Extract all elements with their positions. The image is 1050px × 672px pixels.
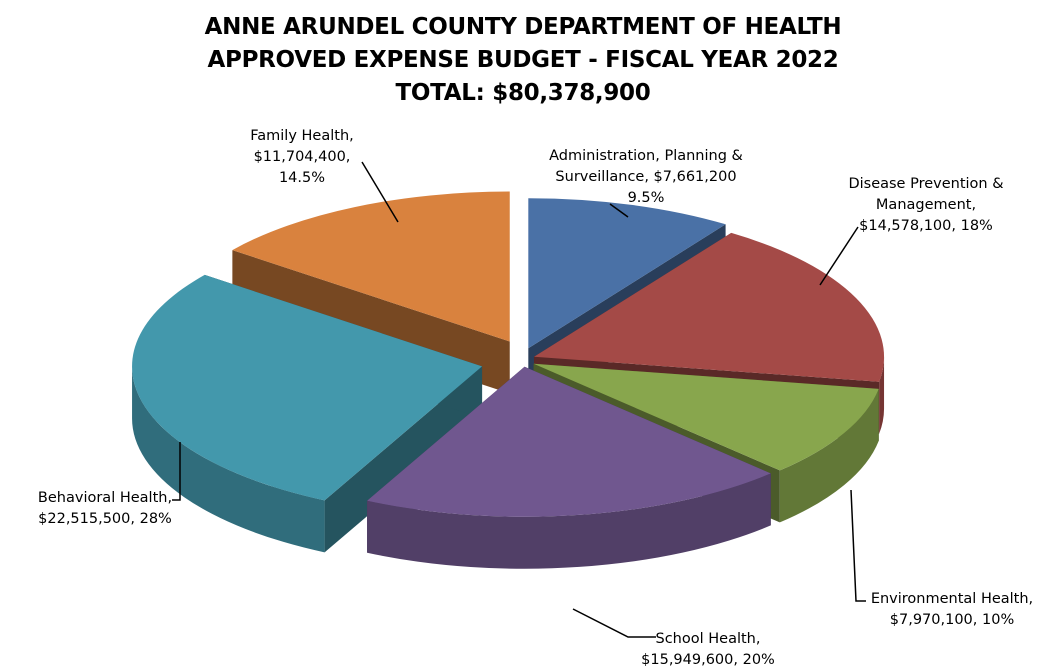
- slice-behavioral-health-cut-face-0: [324, 366, 483, 553]
- label-behavioral-health: Behavioral Health, $22,515,500, 28%: [38, 442, 181, 527]
- label-school-health-line-1: School Health,: [656, 631, 761, 647]
- slice-behavioral-health-top: [132, 274, 483, 501]
- leader-line-behavioral-health: [172, 442, 181, 501]
- leader-line-school-health: [572, 608, 656, 638]
- leader-line-environmental-health: [850, 489, 866, 602]
- label-behavioral-health-line-2: $22,515,500, 28%: [38, 511, 172, 527]
- pie-slices: [132, 191, 885, 569]
- label-administration-line-2: Surveillance, $7,661,200: [555, 169, 736, 185]
- slice-disease-prevention-wall-0: [879, 356, 885, 434]
- slice-behavioral-health-wall-0: [132, 366, 325, 553]
- chart-title-line-2: APPROVED EXPENSE BUDGET - FISCAL YEAR 20…: [208, 47, 839, 73]
- label-disease-prevention: Disease Prevention & Management, $14,578,1…: [819, 176, 1004, 286]
- slice-environmental-health-wall-0: [779, 388, 879, 523]
- label-school-health: School Health, $15,949,600, 20%: [572, 608, 775, 668]
- chart-title-line-1: ANNE ARUNDEL COUNTY DEPARTMENT OF HEALTH: [205, 14, 842, 40]
- label-environmental-health-line-2: $7,970,100, 10%: [890, 612, 1014, 628]
- slice-school-health-top: [367, 366, 771, 517]
- slice-behavioral-health: [132, 274, 483, 553]
- label-disease-prevention-line-2: Management,: [876, 197, 976, 213]
- label-environmental-health: Environmental Health, $7,970,100, 10%: [850, 489, 1033, 628]
- label-school-health-line-2: $15,949,600, 20%: [641, 652, 775, 668]
- chart-title-line-3: TOTAL: $80,378,900: [396, 80, 651, 106]
- label-administration-line-1: Administration, Planning &: [549, 148, 743, 164]
- slice-disease-prevention-top: [534, 232, 885, 382]
- label-family-health-line-2: $11,704,400,: [254, 149, 351, 165]
- slice-labels: Administration, Planning & Surveillance, …: [38, 128, 1033, 668]
- slice-family-health-top: [232, 191, 510, 342]
- label-administration: Administration, Planning & Surveillance, …: [549, 148, 743, 218]
- label-family-health-line-1: Family Health,: [250, 128, 354, 144]
- chart-title: ANNE ARUNDEL COUNTY DEPARTMENT OF HEALTH…: [205, 14, 842, 106]
- label-administration-line-3: 9.5%: [628, 190, 665, 206]
- slice-environmental-health-top: [533, 363, 879, 471]
- slice-school-health-wall-0: [367, 473, 771, 569]
- label-environmental-health-line-1: Environmental Health,: [871, 591, 1033, 607]
- leader-line-disease-prevention: [819, 226, 859, 286]
- label-disease-prevention-line-3: $14,578,100, 18%: [859, 218, 993, 234]
- leader-line-administration: [609, 203, 629, 218]
- label-family-health-line-3: 14.5%: [279, 170, 325, 186]
- label-behavioral-health-line-1: Behavioral Health,: [38, 490, 172, 506]
- label-family-health: Family Health, $11,704,400, 14.5%: [250, 128, 399, 223]
- leader-line-family-health: [361, 161, 399, 223]
- label-disease-prevention-line-1: Disease Prevention &: [848, 176, 1003, 192]
- slice-administration-top: [528, 198, 726, 349]
- slice-school-health: [367, 366, 771, 569]
